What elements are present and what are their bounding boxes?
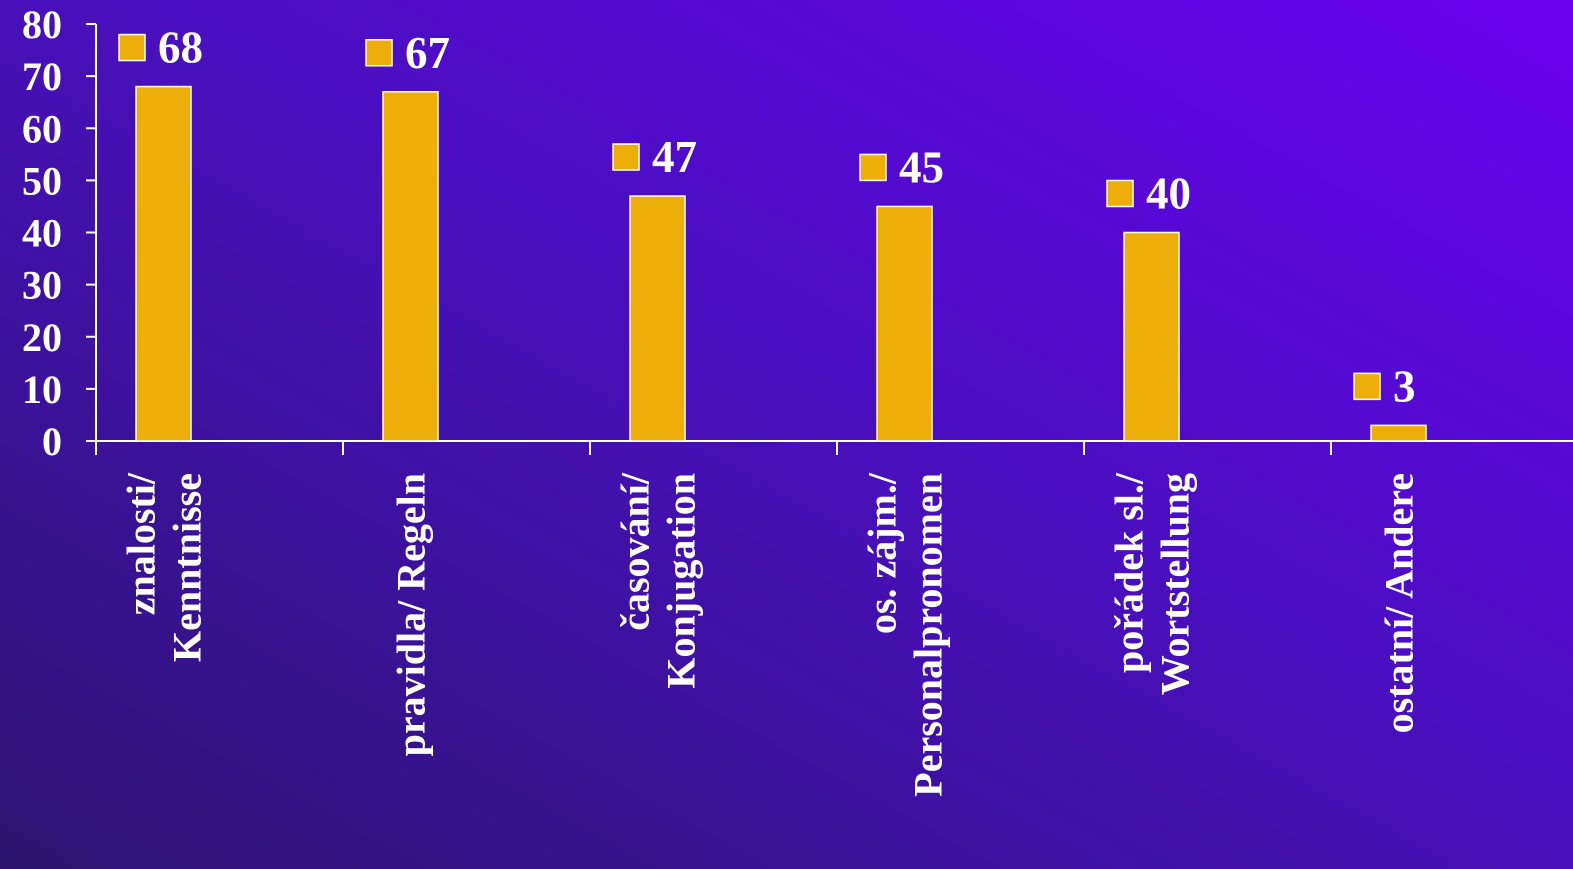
y-tick-label: 20: [22, 315, 62, 360]
data-label: 40: [1146, 169, 1191, 219]
data-label: 45: [899, 142, 944, 192]
data-label: 3: [1393, 361, 1416, 411]
y-tick-label: 40: [22, 211, 62, 256]
axes: 0 10 20 30 40 50 60 70 80: [22, 2, 1573, 464]
category-label-line: Wortstellung: [1153, 473, 1198, 695]
category-label: pořádek sl./Wortstellung: [1107, 472, 1198, 695]
category-label-line: pořádek sl./: [1107, 472, 1152, 673]
category-label-line: časování/: [613, 472, 658, 631]
y-tick-label: 0: [42, 419, 62, 464]
y-tick-label: 30: [22, 263, 62, 308]
y-tick-label: 70: [22, 54, 62, 99]
category-label: znalosti/Kenntnisse: [119, 472, 210, 662]
data-label: 68: [158, 23, 203, 73]
bar: [629, 195, 686, 442]
data-label-key: [365, 39, 393, 67]
category-label-line: znalosti/: [119, 472, 164, 615]
category-label-line: os. zájm./: [860, 472, 905, 634]
y-tick-label: 60: [22, 106, 62, 151]
data-label-key: [1106, 179, 1134, 208]
category-label: pravidla/ Regeln: [389, 473, 434, 756]
category-label-line: ostatní/ Andere: [1377, 473, 1422, 733]
category-label-line: pravidla/ Regeln: [389, 473, 434, 756]
data-label-key: [1353, 372, 1381, 401]
data-label: 67: [405, 28, 450, 78]
bar: [382, 91, 439, 442]
labels: 68 znalosti/Kenntnisse 67 pravidla/ Regeln 4…: [118, 23, 1422, 797]
category-label: os. zájm./Personalpronomen: [860, 472, 951, 797]
y-tick-label: 10: [22, 367, 62, 412]
y-tick-label: 50: [22, 158, 62, 203]
bar: [876, 205, 933, 442]
bar: [1123, 231, 1180, 442]
data-label-key: [118, 33, 146, 62]
bar: [135, 85, 192, 442]
category-label: ostatní/ Andere: [1377, 473, 1422, 733]
category-label-line: Kenntnisse: [165, 473, 210, 662]
data-label-key: [612, 143, 640, 171]
category-label: časování/Konjugation: [613, 472, 704, 688]
y-tick-label: 80: [22, 2, 62, 47]
bars: [135, 85, 1427, 442]
category-label-line: Personalpronomen: [906, 473, 951, 797]
data-label-key: [859, 153, 887, 182]
data-label: 47: [652, 132, 697, 182]
category-label-line: Konjugation: [659, 473, 704, 689]
bar: [1370, 424, 1427, 442]
